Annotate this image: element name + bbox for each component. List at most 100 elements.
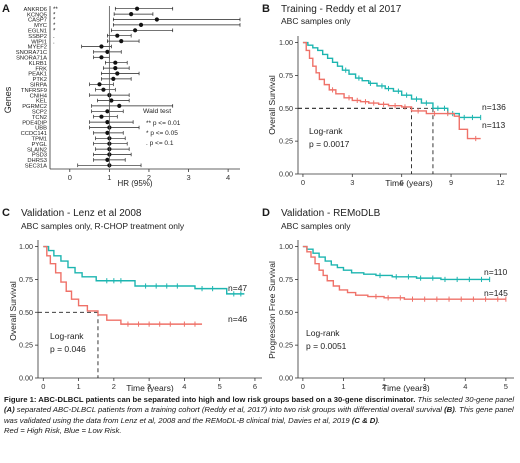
hr-point [109, 98, 114, 103]
gene-label: SCP2 [32, 110, 47, 116]
gene-label: PDE4DIP [22, 120, 47, 126]
hr-point [105, 130, 110, 135]
gene-label: SLAIN2 [27, 147, 47, 153]
hr-point [105, 109, 110, 114]
y-tick-label: 0.25 [279, 137, 293, 146]
x-tick-label: 0 [301, 382, 305, 391]
n-label-blue-d: n=110 [484, 267, 508, 277]
x-label-c: Time (years) [126, 383, 174, 392]
panel-d: D Validation - REMoDLB ABC samples only … [262, 207, 514, 392]
x-tick-label: 4 [226, 173, 230, 182]
hr-point [105, 49, 110, 55]
hr-point [99, 114, 104, 119]
figure: A Genes ANKRD6 ** KCNQ5 * CASP7 * MYC * EGLN1 * SS… [2, 3, 514, 392]
survival-curve-high-risk [43, 245, 203, 325]
caption-color-key: Red = High Risk, Blue = Low Risk. [4, 426, 122, 436]
panel-letter-b: B [262, 3, 270, 15]
y-tick-label: 1.00 [279, 242, 293, 251]
figure-caption: Figure 1: ABC-DLBCL patients can be sepa… [4, 395, 516, 437]
caption-text: This selected 30-gene panel [415, 395, 515, 404]
x-tick-label: 0 [301, 178, 305, 187]
y-tick-label: 0.75 [279, 71, 293, 80]
forest-x-label: HR (95%) [117, 179, 152, 188]
n-label-red-d: n=145 [484, 288, 508, 298]
caption-lead: Figure 1: ABC-DLBCL patients can be sepa… [4, 395, 416, 404]
y-tick-label: 0.50 [279, 308, 293, 317]
hr-point [111, 76, 116, 81]
gene-label: UBB [35, 126, 47, 132]
panel-title-d: Validation - REMoDLB [281, 208, 381, 219]
significance-marker: * [53, 17, 56, 24]
logrank-label-b: Log-rank [309, 126, 343, 136]
gene-label: WIPI1 [31, 39, 47, 45]
gene-label: TCN2 [32, 115, 47, 121]
caption-ref-a: (A) [4, 405, 15, 415]
significance-marker: * [53, 11, 56, 18]
survival-curve-low-risk [43, 245, 245, 295]
x-tick-label: 3 [147, 382, 151, 391]
gene-label: SNORA71A [16, 56, 47, 62]
gene-label: PYGL [32, 142, 48, 148]
km-plot-d: 0 1 2 3 4 5 0.00 0.25 0.50 0.75 1.00 [279, 240, 514, 391]
n-label-blue-c: n=47 [228, 283, 247, 293]
y-tick-label: 0.00 [279, 374, 293, 383]
gene-label: TNFRSF9 [21, 88, 47, 94]
wald-legend-item: * p <= 0.05 [146, 130, 178, 137]
gene-label: CCDC141 [21, 131, 47, 137]
y-tick-label: 0.50 [19, 308, 33, 317]
gene-label: SIRPA [30, 83, 47, 89]
survival-curve-high-risk [302, 41, 481, 140]
gene-label: KLRB1 [29, 61, 47, 67]
x-tick-label: 5 [218, 382, 222, 391]
caption-ref-b: (B) [444, 405, 455, 415]
gene-label: MYEF2 [28, 45, 47, 51]
y-tick-label: 0.75 [279, 275, 293, 284]
y-tick-label: 0.25 [19, 341, 33, 350]
gene-label: DHRS3 [27, 158, 47, 164]
caption-text: . This gene panel was validated using th… [4, 405, 514, 425]
hr-point [105, 120, 110, 125]
x-tick-label: 2 [147, 173, 151, 182]
hr-point [117, 103, 122, 108]
wald-legend-item: ** p <= 0.01 [146, 120, 181, 127]
significance-marker: . [53, 38, 55, 45]
gene-label: SEC31A [25, 164, 47, 170]
logrank-p-d: p = 0.0051 [306, 341, 347, 351]
panel-a: A Genes ANKRD6 ** KCNQ5 * CASP7 * MYC * EGLN1 * SS… [2, 3, 241, 188]
panel-b: B Training - Reddy et al 2017 ABC sample… [262, 3, 507, 188]
gene-label: CNIH4 [30, 93, 48, 99]
panel-letter-d: D [262, 207, 270, 219]
gene-label: SNORA71C [16, 50, 47, 56]
gene-label: PEAK1 [28, 72, 47, 78]
x-label-b: Time (years) [385, 178, 433, 188]
km-plot-c: 0 1 2 3 4 5 6 0.00 0.25 0.50 0.75 1.00 [19, 240, 262, 391]
gene-label: EGLN1 [28, 29, 47, 35]
hr-point [154, 17, 159, 22]
x-label-d: Time (years) [382, 383, 430, 392]
panel-title-b: Training - Reddy et al 2017 [281, 4, 402, 15]
forest-y-label: Genes [3, 86, 13, 113]
x-tick-label: 1 [76, 382, 80, 391]
significance-marker: * [53, 28, 56, 35]
panel-letter-c: C [2, 207, 10, 219]
wald-legend-item: . p <= 0.1 [146, 140, 174, 147]
panel-title-c: Validation - Lenz et al 2008 [21, 208, 142, 219]
logrank-p-b: p = 0.0017 [309, 139, 350, 149]
km-plot-b: 0 3 6 9 12 0.00 0.25 0.50 0.75 1.00 [279, 36, 507, 187]
significance-marker: * [53, 22, 56, 29]
x-tick-label: 3 [186, 173, 190, 182]
logrank-label-d: Log-rank [306, 328, 340, 338]
x-tick-label: 0 [68, 173, 72, 182]
x-tick-label: 1 [341, 382, 345, 391]
gene-label: KCNQ5 [27, 12, 47, 18]
hr-point [105, 157, 110, 162]
gene-label: PTK2 [33, 77, 48, 83]
n-label-blue-b: n=136 [482, 102, 506, 112]
y-tick-label: 1.00 [279, 38, 293, 47]
x-tick-label: 4 [463, 382, 467, 391]
x-tick-label: 4 [182, 382, 186, 391]
gene-label: FRK [35, 66, 47, 72]
x-tick-label: 12 [496, 178, 504, 187]
y-label-b: Overall Survival [267, 75, 277, 135]
hr-point [113, 66, 118, 71]
